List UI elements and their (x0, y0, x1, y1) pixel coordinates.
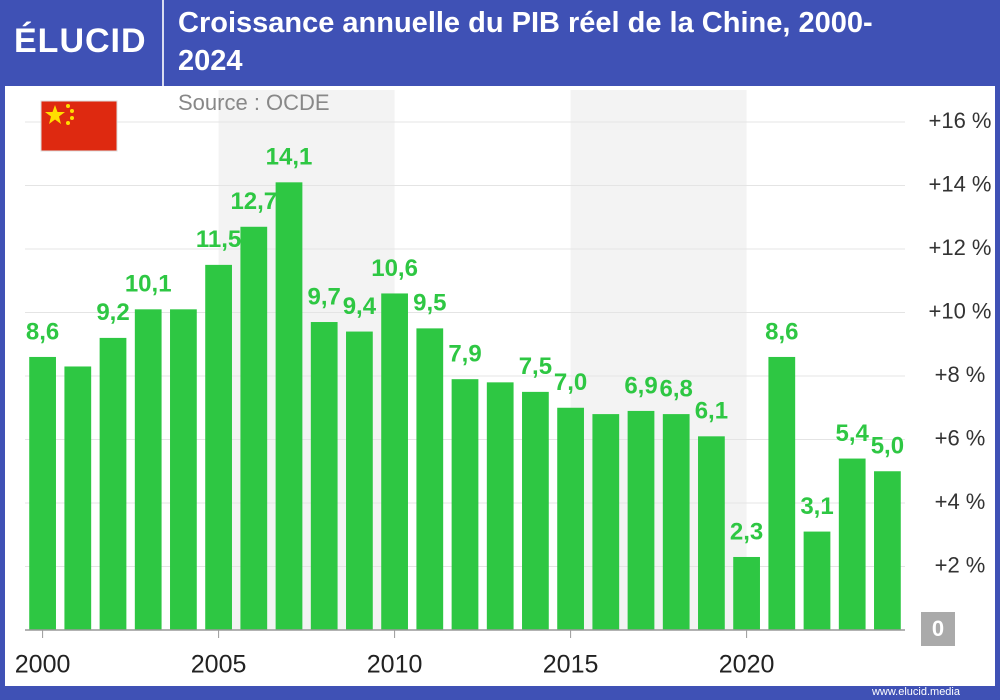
value-label: 10,1 (125, 271, 172, 298)
value-label: 12,7 (230, 188, 277, 215)
bar (768, 356, 796, 630)
china-flag (40, 100, 118, 152)
bar (134, 309, 162, 630)
x-tick-label: 2000 (15, 651, 71, 679)
x-tick-label: 2005 (191, 651, 247, 679)
bar (99, 337, 127, 630)
bar (240, 226, 268, 630)
value-label: 9,4 (343, 293, 377, 320)
bar (205, 264, 232, 630)
y-tick-label: +12 % (929, 235, 992, 260)
value-label: 7,0 (554, 369, 587, 396)
bar (557, 407, 584, 630)
source: Source : OCDE (178, 90, 330, 115)
bar (416, 328, 444, 630)
bar (522, 391, 549, 630)
value-label: 9,5 (413, 290, 446, 317)
y-tick-label: +2 % (935, 552, 986, 577)
value-label: 11,5 (196, 226, 241, 253)
value-label: 14,1 (266, 144, 313, 171)
bar (592, 414, 620, 630)
value-label: 6,1 (695, 398, 728, 425)
value-label: 7,5 (519, 353, 552, 380)
bar (803, 531, 831, 630)
separator (162, 0, 164, 86)
y-tick-label: +8 % (935, 362, 986, 387)
bar (451, 379, 479, 630)
value-label: 10,6 (371, 255, 418, 282)
y-tick-label: 0 (932, 616, 944, 641)
y-tick-label: +4 % (935, 489, 986, 514)
value-label: 7,9 (448, 341, 481, 368)
bar (662, 414, 690, 630)
x-tick-label: 2015 (543, 651, 599, 679)
bar (733, 556, 760, 630)
x-tick-label: 2020 (719, 651, 775, 679)
bar (486, 382, 514, 630)
bar (310, 322, 338, 630)
bar (838, 458, 866, 630)
value-label: 3,1 (800, 493, 833, 520)
y-tick-label: +16 % (929, 108, 992, 133)
x-tick-label: 2010 (367, 651, 423, 679)
bar (627, 410, 655, 630)
bar (64, 366, 92, 630)
value-label: 5,0 (871, 433, 904, 460)
bar (170, 309, 197, 630)
zero-box (921, 612, 955, 646)
bar (346, 331, 373, 630)
value-label: 5,4 (836, 420, 870, 447)
bar (874, 471, 901, 630)
chart-title: Croissance annuelle du PIB réel de la Ch… (178, 7, 873, 77)
bar (275, 182, 303, 630)
value-label: 8,6 (26, 318, 59, 345)
bar (381, 293, 408, 630)
value-label: 2,3 (730, 518, 763, 545)
bar (29, 356, 56, 630)
value-label: 8,6 (765, 318, 798, 345)
brand-logo: ÉLUCID (14, 22, 147, 60)
bar (698, 436, 725, 630)
footer: www.elucid.media (871, 686, 960, 698)
y-tick-label: +14 % (929, 171, 992, 196)
value-label: 6,9 (624, 372, 657, 399)
value-label: 9,2 (96, 299, 129, 326)
y-tick-label: +6 % (935, 425, 986, 450)
y-tick-label: +10 % (929, 298, 992, 323)
value-label: 6,8 (660, 375, 693, 402)
value-label: 9,7 (308, 283, 341, 310)
